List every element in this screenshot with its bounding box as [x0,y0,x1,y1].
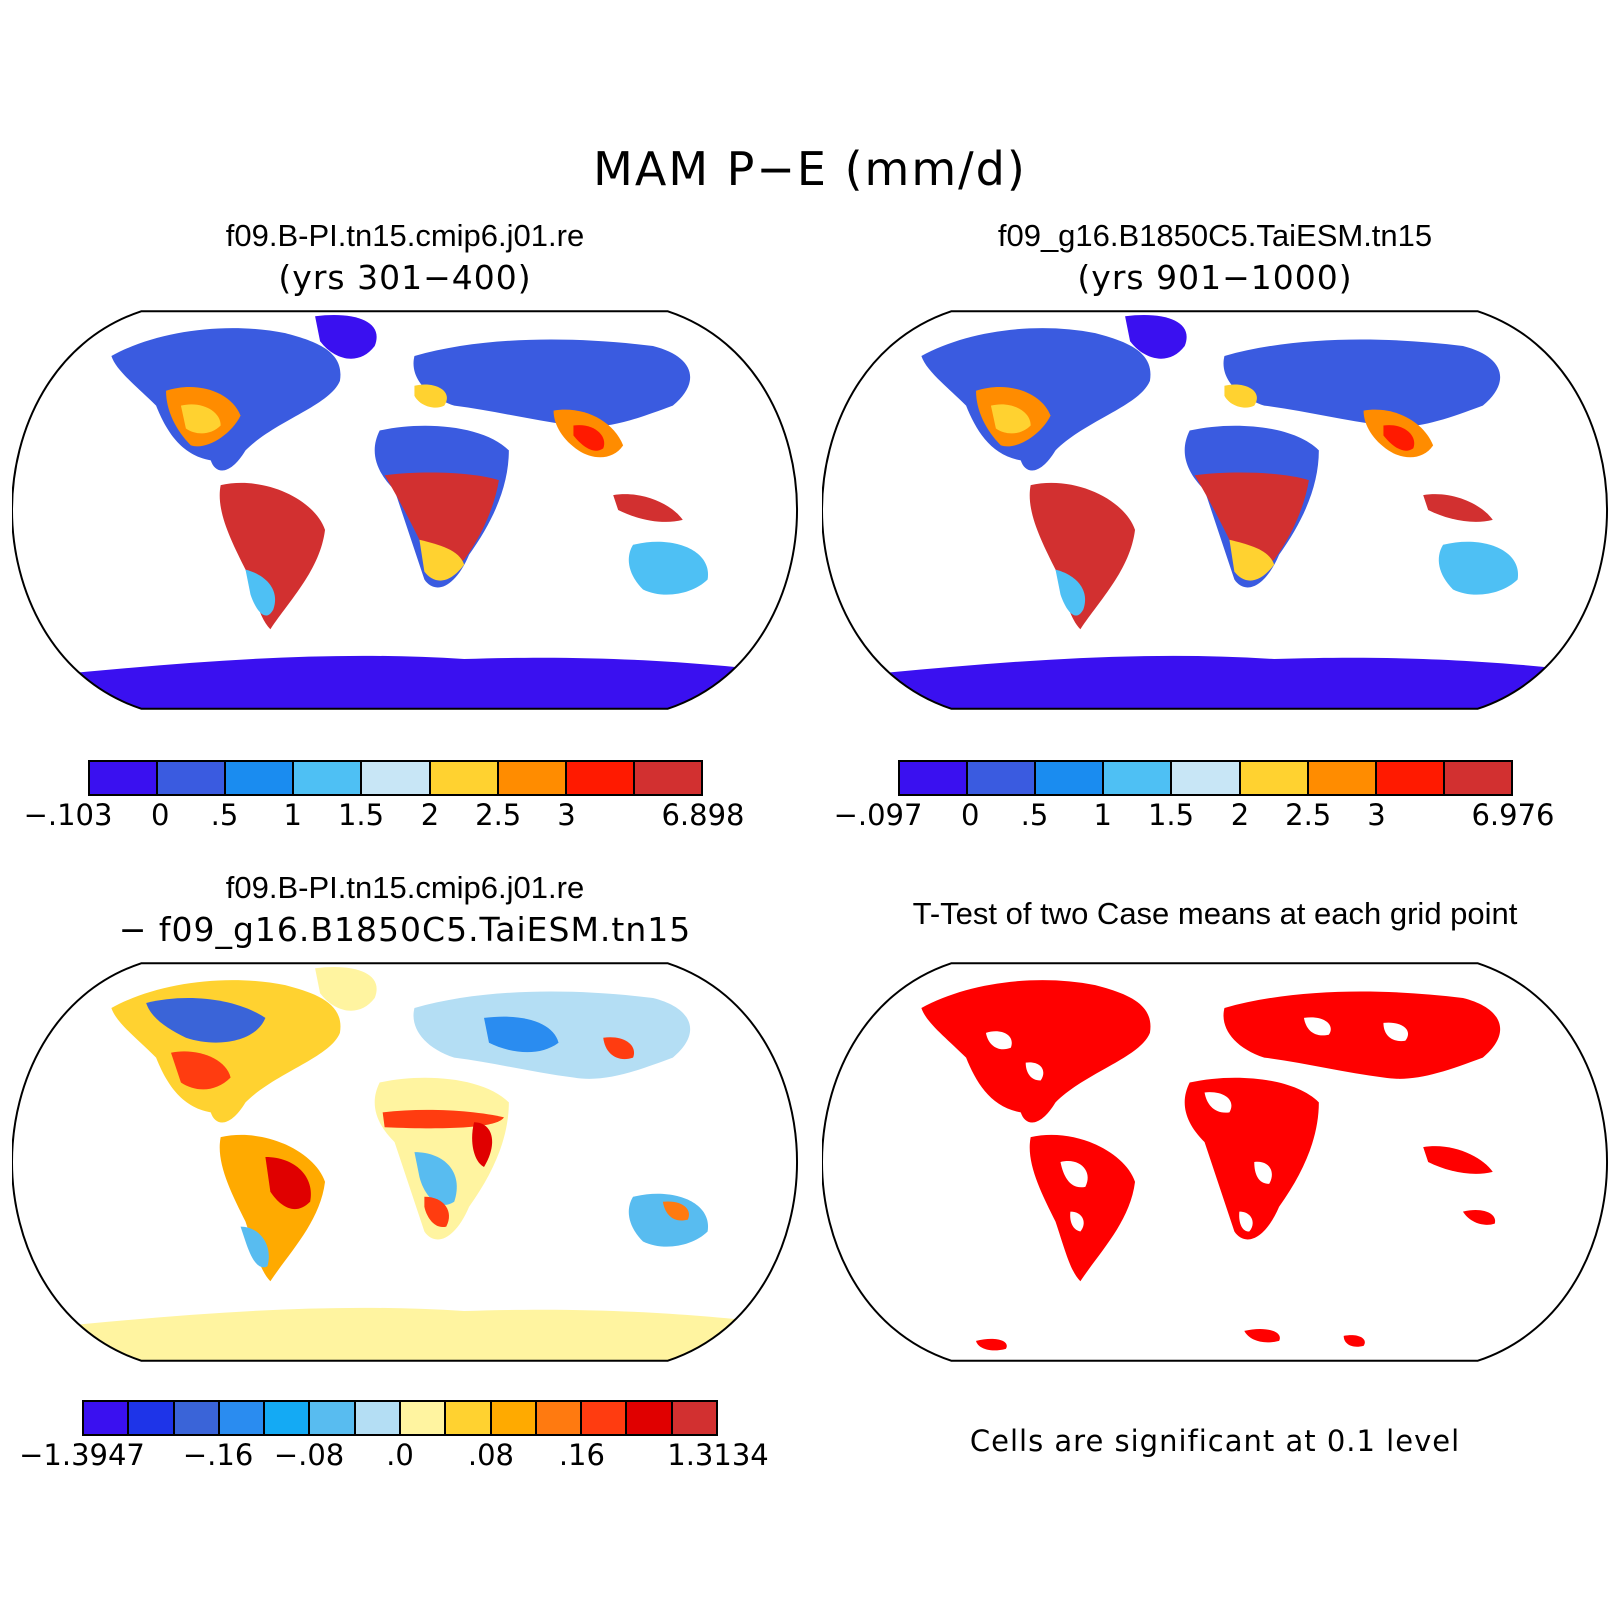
colorbar-tick-label: 1.5 [337,798,385,832]
colorbar-box [158,762,227,794]
colorbar-box [446,1402,492,1434]
colorbar-box [265,1402,311,1434]
colorbar-case2 [898,760,1513,796]
colorbar-box [1036,762,1105,794]
colorbar-box [1104,762,1173,794]
panel-subtitle-diff: − f09_g16.B1850C5.TaiESM.tn15 [118,910,692,949]
colorbar-box [1376,762,1445,794]
figure-title: MAM P−E (mm/d) [593,142,1027,196]
colorbar-box [294,762,363,794]
colorbar-box [430,762,499,794]
map-diff-border [12,962,799,1362]
colorbar-box [627,1402,673,1434]
map-case1-fill [12,314,798,709]
colorbar-tick-label: 2 [420,798,440,832]
colorbar-box [400,1402,447,1434]
colorbar-tick-label: 1.5 [1147,798,1195,832]
colorbar-diff [82,1400,718,1436]
colorbar-case2-labels: −.097 0 .5 1 1.5 2 2.5 3 6.976 [834,798,1555,834]
colorbar-box [1308,762,1377,794]
colorbar-box [1172,762,1241,794]
colorbar-tick-label: .5 [1020,798,1049,832]
colorbar-tick-label: −.097 [833,798,923,832]
map-ttest [822,962,1609,1362]
colorbar-box [566,762,635,794]
colorbar-tick-label: 1 [1093,798,1113,832]
colorbar-tick-label: 6.976 [1471,798,1555,832]
colorbar-tick-label: 3 [557,798,576,832]
map-diff-fill [12,966,798,1361]
panel-subtitle-case1: (yrs 301−400) [278,258,532,297]
colorbar-box [968,762,1037,794]
colorbar-box [498,762,567,794]
panel-subtitle-case2: (yrs 901−1000) [1077,258,1353,297]
colorbar-box [1240,762,1309,794]
map-ttest-border [822,962,1609,1362]
colorbar-tick-label: .5 [210,798,239,832]
colorbar-case1 [88,760,703,796]
colorbar-box [90,762,159,794]
map-case2 [822,310,1609,710]
colorbar-box [219,1402,266,1434]
panel-title-diff: f09.B-PI.tn15.cmip6.j01.re [225,870,585,905]
colorbar-tick-label: −.103 [23,798,113,832]
colorbar-box [310,1402,356,1434]
map-diff [12,962,799,1362]
colorbar-tick-label: 1.3134 [667,1438,769,1472]
colorbar-box [491,1402,537,1434]
colorbar-tick-label: 1 [283,798,303,832]
colorbar-box [84,1402,130,1434]
map-case1 [12,310,799,710]
colorbar-case1-labels: −.103 0 .5 1 1.5 2 2.5 3 6.898 [24,798,745,834]
colorbar-tick-label: .08 [467,1438,514,1472]
colorbar-box [1444,762,1511,794]
colorbar-box [129,1402,175,1434]
colorbar-box [226,762,295,794]
colorbar-tick-label: 3 [1367,798,1386,832]
colorbar-tick-label: −.08 [273,1438,345,1472]
panel-title-ttest: T-Test of two Case means at each grid po… [912,896,1518,931]
colorbar-tick-label: 0 [151,798,170,832]
panel-title-case1: f09.B-PI.tn15.cmip6.j01.re [225,218,585,253]
colorbar-box [174,1402,220,1434]
colorbar-diff-labels: −1.3947 −.16 −.08 .0 .08 .16 1.3134 [19,1438,769,1474]
colorbar-box [634,762,701,794]
map-case1-border [12,310,799,710]
colorbar-box [355,1402,401,1434]
colorbar-tick-label: −1.3947 [19,1438,145,1472]
colorbar-tick-label: 2 [1230,798,1250,832]
colorbar-box [582,1402,628,1434]
ttest-note: Cells are significant at 0.1 level [969,1424,1461,1458]
colorbar-tick-label: .16 [558,1438,605,1472]
colorbar-tick-label: 2.5 [475,798,522,832]
map-ttest-fill [921,980,1501,1351]
colorbar-tick-label: 6.898 [661,798,745,832]
colorbar-box [536,1402,583,1434]
colorbar-box [900,762,969,794]
colorbar-tick-label: 0 [961,798,980,832]
colorbar-box [362,762,431,794]
map-case2-fill [822,314,1608,709]
colorbar-tick-label: .0 [386,1438,414,1472]
colorbar-box [672,1402,716,1434]
panel-title-case2: f09_g16.B1850C5.TaiESM.tn15 [997,218,1433,253]
colorbar-tick-label: 2.5 [1285,798,1332,832]
colorbar-tick-label: −.16 [182,1438,254,1472]
map-case2-border [822,310,1609,710]
